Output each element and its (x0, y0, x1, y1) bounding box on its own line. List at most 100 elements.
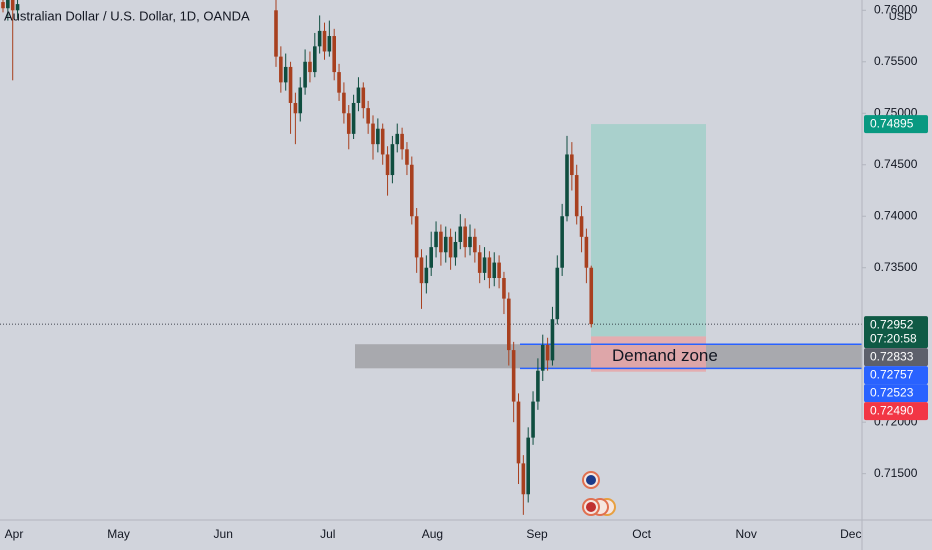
candle-body (521, 463, 526, 495)
candle-body (526, 437, 530, 495)
candle-body (443, 236, 448, 253)
candle-body (385, 154, 390, 176)
candle-body (327, 36, 332, 52)
candle-body (332, 36, 336, 73)
candle-body (560, 216, 564, 268)
price-label: 0.72833 (870, 349, 914, 363)
candle-body (429, 247, 433, 268)
candle-body (371, 123, 375, 145)
y-tick-label: 0.71500 (874, 466, 918, 480)
price-label-box (864, 366, 928, 385)
y-tick-label: 0.74500 (874, 157, 918, 171)
candle-body (516, 401, 521, 464)
candle-body (502, 278, 506, 299)
candle-body (390, 144, 395, 176)
x-tick-label: Oct (632, 527, 651, 541)
x-tick-label: Jun (214, 527, 233, 541)
price-label: 0.72523 (870, 385, 914, 399)
candle-body (380, 128, 385, 155)
y-tick-label: 0.76000 (874, 2, 918, 16)
price-label: 0.72490 (870, 403, 914, 417)
candle-body (322, 30, 327, 52)
candle-body (574, 175, 579, 217)
countdown-label: 07:20:58 (870, 331, 917, 345)
loss-zone (591, 336, 706, 372)
candle-body (293, 102, 298, 114)
price-label-box (864, 115, 928, 134)
candle-body (414, 216, 419, 258)
price-label: 0.72952 (870, 317, 914, 331)
x-tick-label: Jul (320, 527, 335, 541)
candle-body (565, 154, 569, 217)
candle-body (15, 4, 20, 11)
x-tick-label: Nov (736, 527, 757, 541)
candle-body (458, 226, 463, 242)
candle-body (283, 66, 288, 83)
candle-body (317, 30, 322, 47)
candle-body (6, 0, 10, 9)
candle-body (507, 298, 511, 351)
candle-body (555, 267, 560, 320)
candle-body (487, 257, 492, 279)
candle-body (337, 72, 341, 93)
candle-body (405, 149, 409, 165)
candle-body (545, 344, 550, 361)
candle-body (473, 236, 477, 253)
y-tick-label: 0.75500 (874, 54, 918, 68)
candle-body (410, 164, 414, 217)
x-tick-label: May (107, 527, 130, 541)
candle-body (303, 61, 307, 88)
candle-body (366, 108, 370, 124)
price-label: 0.74895 (870, 116, 914, 130)
x-tick-label: Aug (422, 527, 443, 541)
candle-body (579, 216, 584, 237)
candle-body (448, 236, 453, 258)
plot-area: Demand zone (0, 0, 862, 515)
profit-zone (591, 124, 706, 337)
candle-body (497, 262, 501, 279)
price-label: 0.72757 (870, 367, 914, 381)
candle-body (584, 236, 589, 268)
event-icon (586, 502, 596, 512)
x-tick-label: Dec (840, 527, 861, 541)
event-icon (586, 475, 596, 485)
candle-body (536, 370, 540, 402)
candle-body (453, 241, 458, 258)
candle-body (482, 257, 487, 273)
candle-body (439, 231, 443, 253)
price-label-box (864, 402, 928, 421)
candle-body (346, 113, 351, 134)
candle-body (308, 61, 312, 73)
candle-body (351, 102, 356, 134)
candle-body (279, 56, 283, 83)
price-label-box (864, 348, 928, 367)
candle-body (400, 133, 404, 150)
candle-body (550, 319, 555, 361)
candle-body (395, 133, 400, 145)
candle-body (434, 231, 438, 248)
candle-body (468, 236, 472, 248)
candle-body (477, 252, 482, 273)
candle-body (463, 226, 467, 248)
x-tick-label: Apr (5, 527, 24, 541)
price-label-box (864, 316, 928, 349)
y-tick-label: 0.73500 (874, 260, 918, 274)
candle-body (313, 46, 317, 73)
candle-body (492, 262, 497, 279)
zone-label: Demand zone (612, 346, 718, 365)
candle-body (419, 257, 424, 284)
candle-body (342, 92, 346, 114)
candle-body (288, 66, 293, 103)
candle-body (298, 87, 303, 114)
candle-body (531, 401, 535, 438)
candle-body (589, 267, 594, 325)
candle-body (540, 344, 545, 371)
candle-body (274, 10, 278, 57)
candle-body (424, 267, 429, 284)
symbol-title: Australian Dollar / U.S. Dollar, 1D, OAN… (4, 8, 250, 23)
candle-body (361, 87, 366, 109)
candle-body (511, 350, 516, 402)
currency-label: USD (889, 11, 912, 23)
